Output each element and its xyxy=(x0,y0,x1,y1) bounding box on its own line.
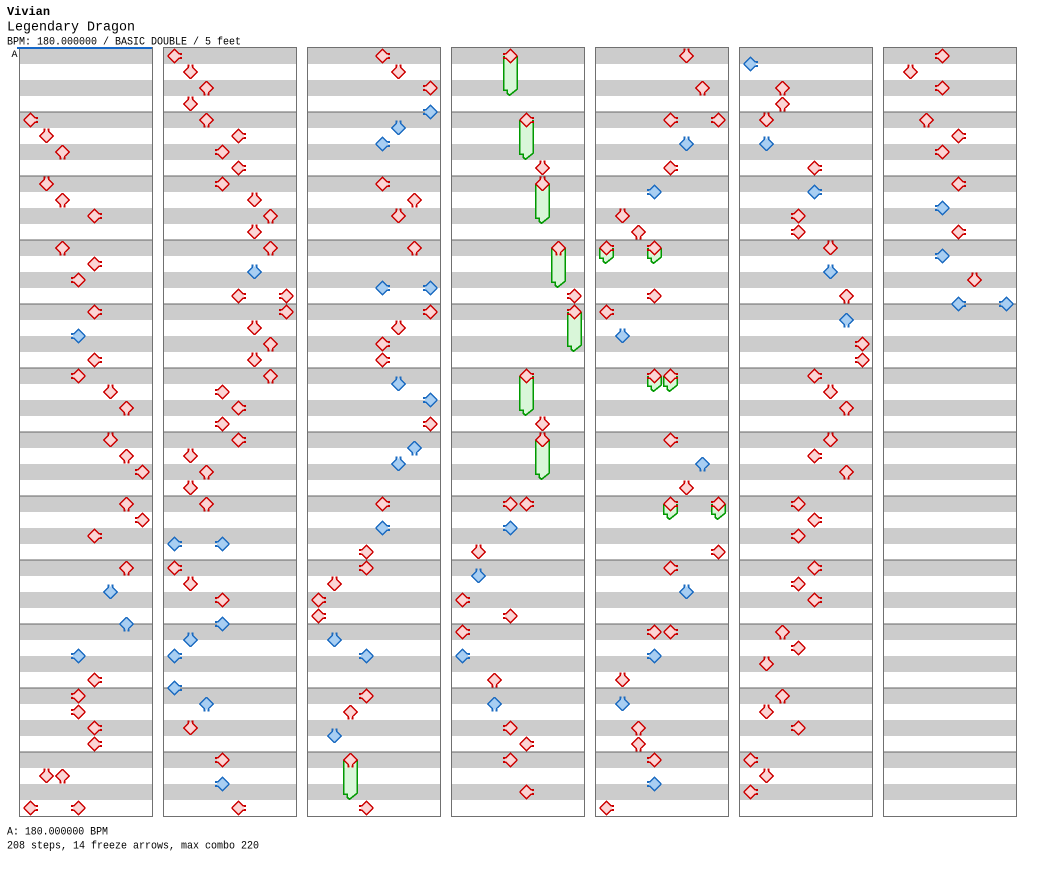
svg-text:BPM: 180.000000 / BASIC DOUBLE: BPM: 180.000000 / BASIC DOUBLE / 5 feet xyxy=(7,37,241,49)
svg-text:208 steps, 14 freeze arrows, m: 208 steps, 14 freeze arrows, max combo 2… xyxy=(7,841,259,853)
svg-text:A: 180.000000 BPM: A: 180.000000 BPM xyxy=(7,827,108,839)
svg-text:A: A xyxy=(12,49,19,61)
svg-text:Legendary Dragon: Legendary Dragon xyxy=(7,21,135,36)
svg-text:Vivian: Vivian xyxy=(7,6,50,19)
